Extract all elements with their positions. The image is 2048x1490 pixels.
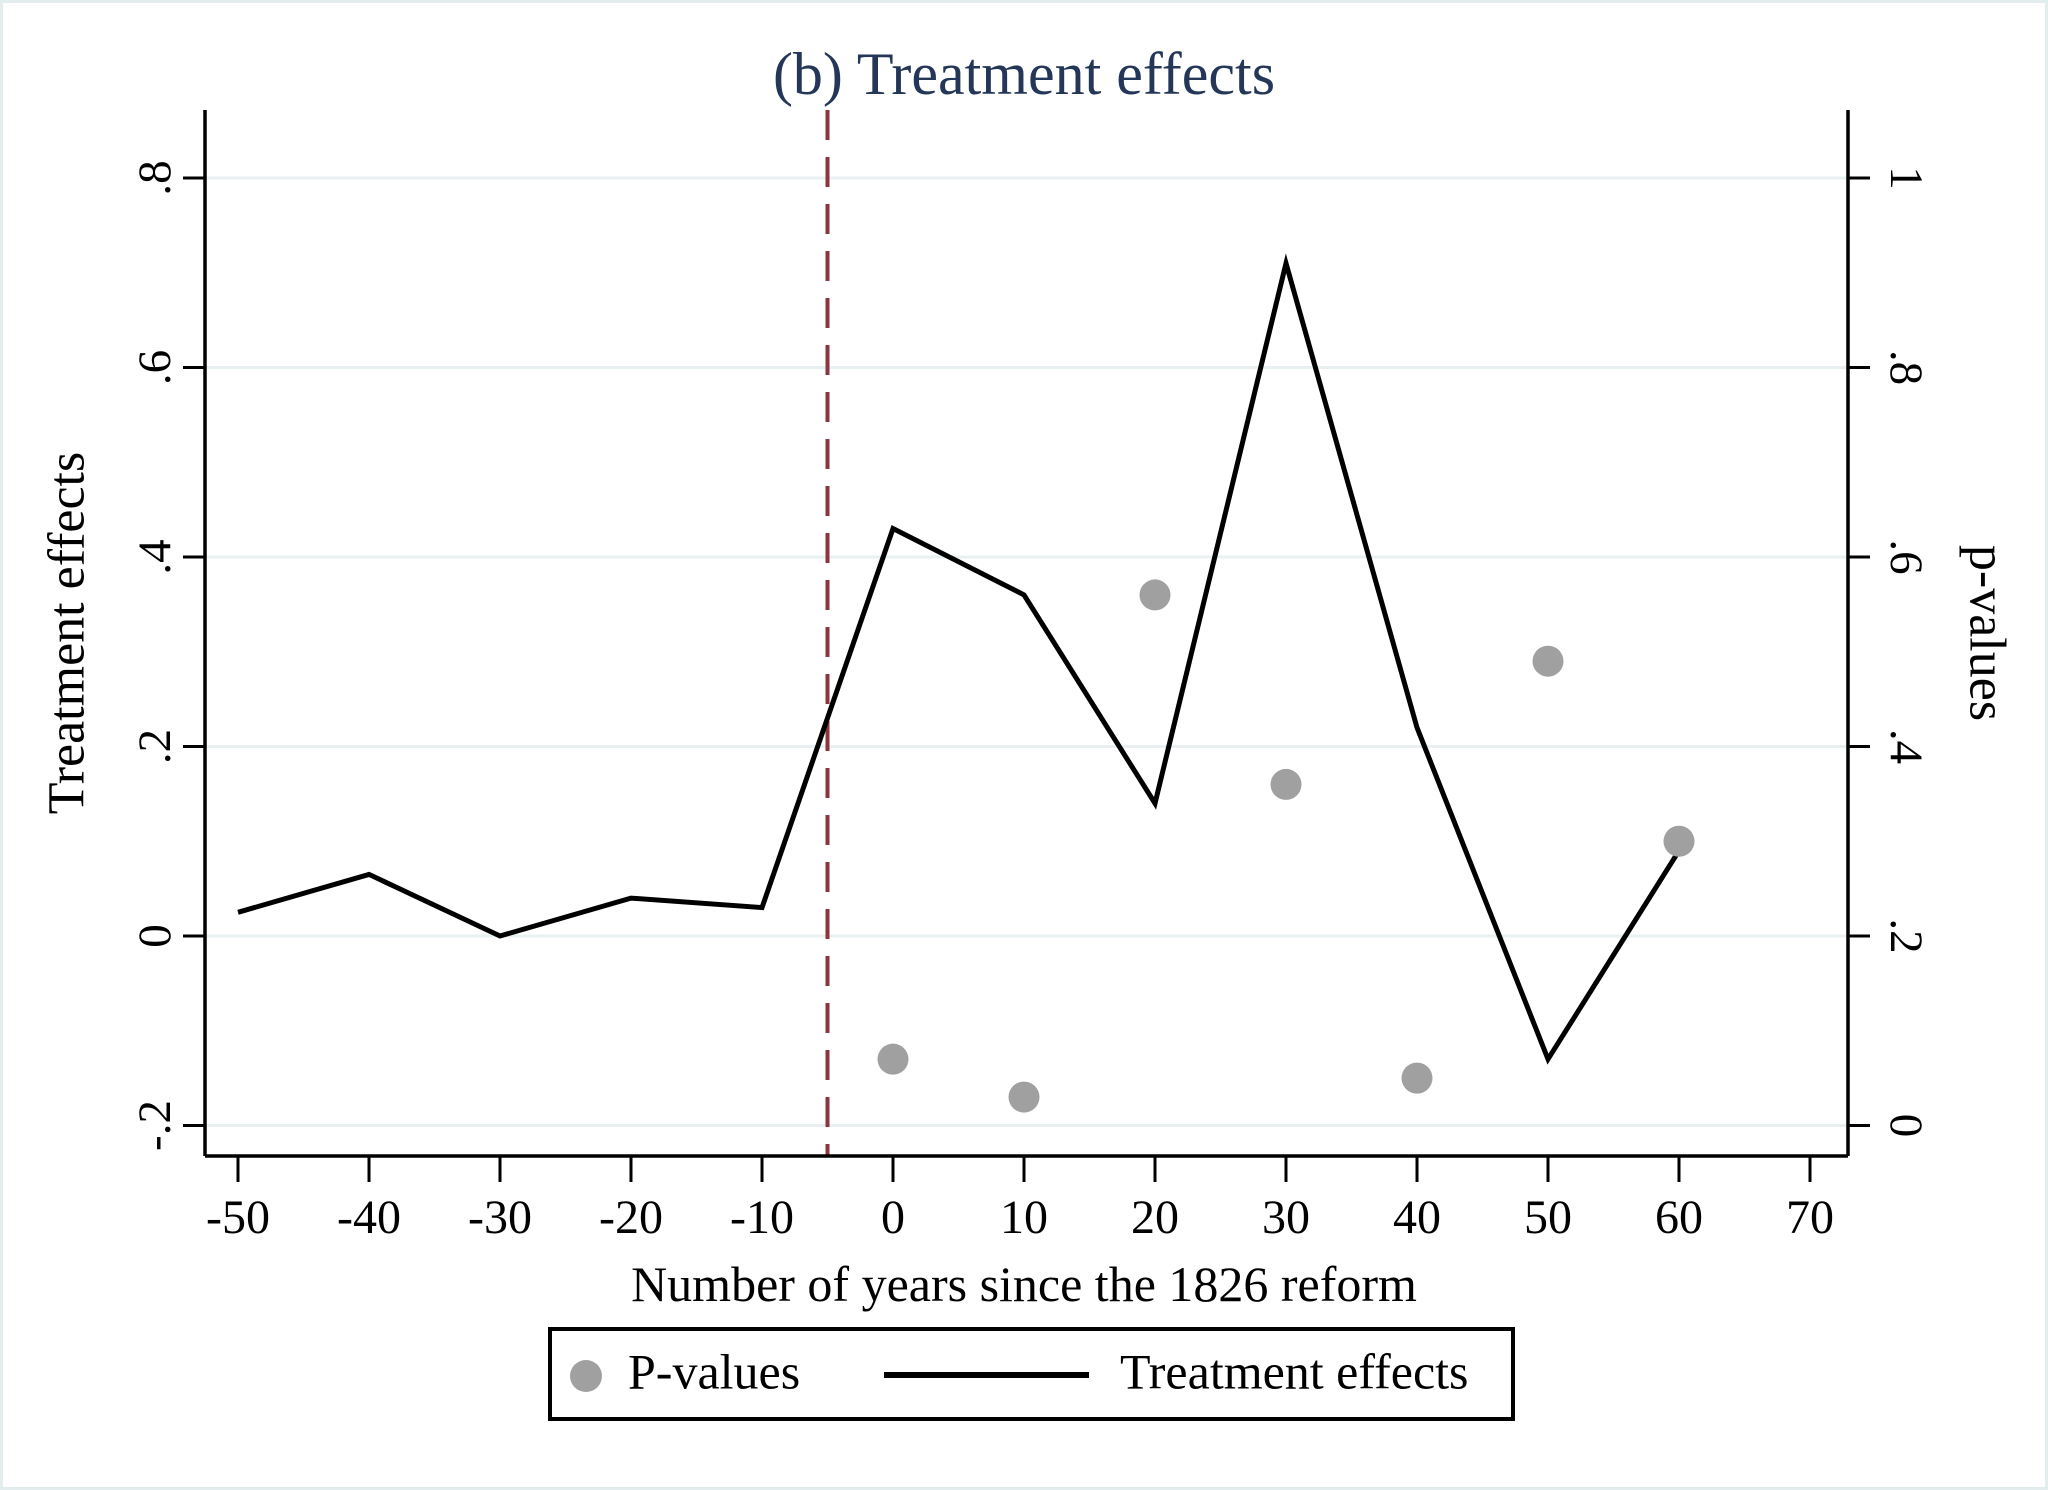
x-tick-label: 40 xyxy=(1393,1191,1441,1244)
p-value-dot xyxy=(1532,645,1564,677)
p-value-dot xyxy=(877,1043,909,1075)
p-value-dot xyxy=(1008,1081,1040,1113)
p-value-dot xyxy=(1401,1062,1433,1094)
legend: P-values Treatment effects xyxy=(548,1327,1515,1421)
p-value-dot xyxy=(1270,768,1302,800)
left-tick-label: 0 xyxy=(129,924,181,948)
legend-treatment-label: Treatment effects xyxy=(1120,1343,1469,1400)
x-tick-label: -20 xyxy=(599,1191,663,1244)
legend-pvalues-marker xyxy=(570,1360,602,1392)
x-tick-label: 20 xyxy=(1131,1191,1179,1244)
right-tick-label: .6 xyxy=(1880,539,1932,574)
legend-pvalues-label: P-values xyxy=(628,1343,801,1400)
left-tick-label: .2 xyxy=(129,729,181,764)
x-tick-label: 0 xyxy=(881,1191,905,1244)
right-tick-label: 0 xyxy=(1880,1114,1932,1138)
left-tick-label: .4 xyxy=(129,539,181,574)
treatment-effects-line xyxy=(237,253,1682,1065)
right-tick-label: .8 xyxy=(1880,350,1932,385)
x-tick-label: -40 xyxy=(337,1191,401,1244)
left-tick-label: -.2 xyxy=(129,1100,181,1151)
x-tick-label: -30 xyxy=(468,1191,532,1244)
x-tick-label: 30 xyxy=(1262,1191,1310,1244)
p-value-dot xyxy=(1139,579,1171,611)
plot-area: .8 .6 .4 .2 0 -.2 1 .8 .6 .4 .2 0 -50 -40 -30 -20 -10 0 10… xyxy=(129,110,1932,1244)
p-value-dot xyxy=(1663,825,1695,857)
x-tick-label: 60 xyxy=(1655,1191,1703,1244)
x-tick-label: -10 xyxy=(730,1191,794,1244)
x-tick-label: 50 xyxy=(1524,1191,1572,1244)
x-tick-label: -50 xyxy=(206,1191,270,1244)
right-tick-label: .4 xyxy=(1880,729,1932,764)
x-tick-label: 10 xyxy=(1000,1191,1048,1244)
x-axis-title: Number of years since the 1826 reform xyxy=(631,1256,1417,1312)
right-tick-label: 1 xyxy=(1880,166,1932,190)
legend-line-marker xyxy=(884,1372,1089,1378)
left-tick-label: .6 xyxy=(129,350,181,385)
right-tick-label: .2 xyxy=(1880,918,1932,953)
x-tick-label: 70 xyxy=(1786,1191,1834,1244)
left-tick-label: .8 xyxy=(129,160,181,195)
chart-title: (b) Treatment effects xyxy=(772,41,1276,107)
